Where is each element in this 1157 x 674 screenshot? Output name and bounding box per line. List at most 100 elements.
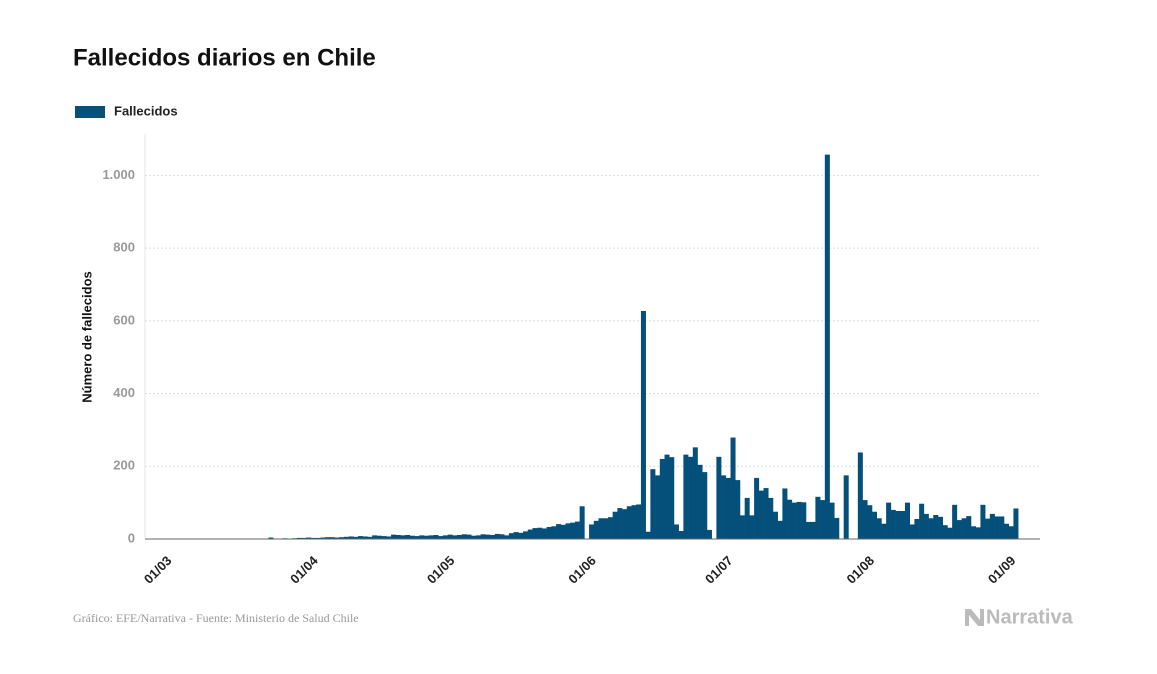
bar	[867, 505, 873, 539]
bar	[579, 506, 585, 539]
bar	[966, 516, 972, 539]
bar	[381, 536, 387, 539]
bar	[994, 516, 1000, 539]
bar	[829, 502, 835, 539]
bar	[372, 535, 378, 539]
bar	[513, 532, 519, 539]
bar	[560, 524, 566, 539]
chart-title: Fallecidos diarios en Chile	[73, 44, 376, 71]
bar	[518, 532, 524, 539]
bar	[598, 518, 604, 539]
bar	[881, 523, 887, 539]
bar	[857, 452, 863, 539]
bar	[438, 536, 444, 539]
bar	[391, 534, 397, 539]
bar	[532, 528, 538, 539]
bar	[730, 437, 736, 539]
bar	[589, 524, 595, 539]
bar	[659, 459, 665, 539]
bar	[617, 508, 623, 539]
bar	[367, 536, 373, 539]
bar	[919, 503, 925, 539]
bar	[490, 535, 496, 539]
bar	[523, 531, 529, 539]
bar	[395, 535, 401, 539]
bar	[504, 535, 510, 539]
bar	[546, 527, 552, 539]
bar	[697, 464, 703, 539]
bar	[400, 535, 406, 539]
bar	[645, 531, 651, 539]
bar	[895, 511, 901, 539]
bar	[376, 535, 382, 539]
x-tick-label: 01/09	[985, 553, 1019, 587]
bar	[791, 502, 797, 539]
y-tick-label: 400	[113, 385, 135, 400]
bar	[650, 469, 656, 539]
bar	[494, 533, 500, 539]
bar	[461, 534, 467, 539]
bar	[843, 475, 849, 539]
bar	[334, 537, 340, 539]
bar	[409, 535, 415, 539]
bar	[763, 488, 769, 539]
bar	[301, 537, 307, 539]
bar	[447, 534, 453, 539]
bar	[556, 524, 562, 539]
bar	[725, 477, 731, 539]
bar	[339, 537, 345, 539]
bar	[900, 511, 906, 539]
bar	[607, 517, 613, 539]
bar	[310, 537, 316, 539]
bar	[673, 524, 679, 539]
bar	[433, 535, 439, 539]
bar	[626, 506, 632, 539]
bar	[886, 502, 892, 539]
bar	[688, 456, 694, 539]
y-tick-label: 200	[113, 458, 135, 473]
y-tick-label: 1.000	[102, 167, 135, 182]
bar	[777, 520, 783, 539]
bar	[678, 531, 684, 539]
bar	[937, 516, 944, 539]
bar	[457, 535, 463, 539]
bar	[754, 477, 760, 539]
bar	[989, 513, 995, 539]
bar	[325, 537, 331, 539]
bar	[721, 475, 727, 539]
bar	[815, 496, 821, 539]
bar	[961, 518, 967, 539]
bar	[343, 536, 349, 539]
bar	[735, 480, 741, 539]
bar	[805, 521, 811, 539]
logo-icon	[965, 609, 984, 626]
bar	[320, 537, 326, 539]
bar	[820, 500, 826, 539]
bar	[452, 535, 458, 539]
bar	[980, 504, 986, 539]
bar	[904, 502, 910, 539]
bar	[315, 537, 321, 539]
y-tick-label: 800	[113, 240, 135, 255]
bar	[749, 515, 755, 539]
y-tick-label: 0	[128, 530, 135, 545]
bar	[414, 536, 420, 539]
bar	[655, 475, 661, 539]
bar	[909, 524, 915, 539]
bar	[419, 535, 425, 539]
logo: Narrativa	[986, 606, 1074, 628]
bar	[386, 536, 392, 539]
bar	[923, 513, 929, 539]
bar	[640, 311, 646, 539]
x-tick-label: 01/08	[843, 553, 877, 587]
bar	[508, 533, 514, 539]
y-tick-label: 600	[113, 312, 135, 327]
bar	[683, 454, 689, 539]
bar	[353, 536, 359, 539]
bar	[999, 516, 1005, 539]
bar	[787, 499, 793, 539]
bar	[424, 535, 430, 539]
bar	[499, 534, 505, 539]
bar	[876, 518, 882, 539]
